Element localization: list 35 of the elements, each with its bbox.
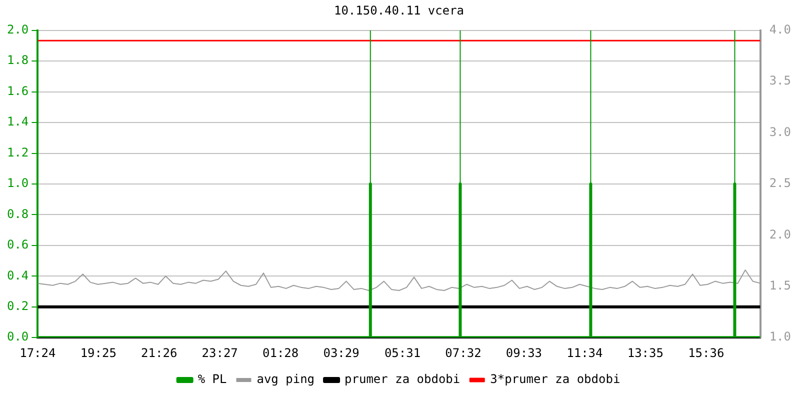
y2-tick-label: 4.0 [769, 22, 792, 37]
x-tick-label: 11:34 [566, 346, 603, 360]
y-tick-label: 0.0 [6, 330, 29, 344]
x-tick-label: 21:26 [141, 346, 178, 360]
legend-label: prumer za obdobi [344, 372, 460, 386]
y2-tick-label: 1.5 [769, 278, 792, 293]
x-tick-label: 09:33 [506, 346, 542, 360]
y-tick-label: 0.6 [6, 238, 29, 252]
y-tick-label: 1.0 [6, 176, 29, 190]
x-tick-label: 23:27 [202, 346, 238, 360]
y2-tick-label: 2.0 [769, 227, 792, 242]
y-tick-label: 1.6 [6, 84, 29, 98]
y2-tick-label: 1.0 [769, 330, 792, 344]
legend-label: % PL [198, 372, 227, 386]
y-tick-label: 1.8 [6, 53, 29, 68]
y2-tick-label: 3.0 [769, 124, 792, 139]
y-tick-label: 1.4 [6, 114, 29, 129]
y-tick-label: 0.2 [6, 299, 29, 314]
legend-label: avg ping [256, 372, 315, 386]
y-tick-label: 0.8 [6, 206, 29, 221]
x-tick-label: 17:24 [20, 346, 56, 360]
y2-tick-label: 2.5 [769, 176, 792, 190]
legend-label: 3*prumer za obdobi [490, 372, 620, 386]
x-tick-label: 01:28 [262, 346, 299, 360]
x-tick-label: 19:25 [80, 346, 116, 360]
y-tick-label: 2.0 [6, 22, 29, 37]
x-tick-label: 05:31 [384, 346, 421, 360]
x-tick-label: 07:32 [445, 346, 482, 360]
chart-title: 10.150.40.11 vcera [334, 3, 464, 18]
y-tick-label: 1.2 [6, 145, 29, 160]
y-tick-label: 0.4 [6, 268, 29, 282]
x-tick-label: 13:35 [627, 346, 664, 360]
x-tick-label: 15:36 [688, 346, 724, 360]
x-tick-label: 03:29 [323, 346, 360, 360]
y2-tick-label: 3.5 [769, 74, 792, 88]
